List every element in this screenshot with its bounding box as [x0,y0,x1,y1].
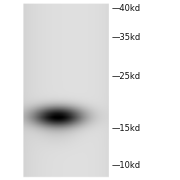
Text: —35kd: —35kd [112,33,141,42]
Text: —10kd: —10kd [112,161,141,170]
Text: —15kd: —15kd [112,124,141,133]
Text: —40kd: —40kd [112,4,141,13]
Text: —25kd: —25kd [112,72,141,81]
